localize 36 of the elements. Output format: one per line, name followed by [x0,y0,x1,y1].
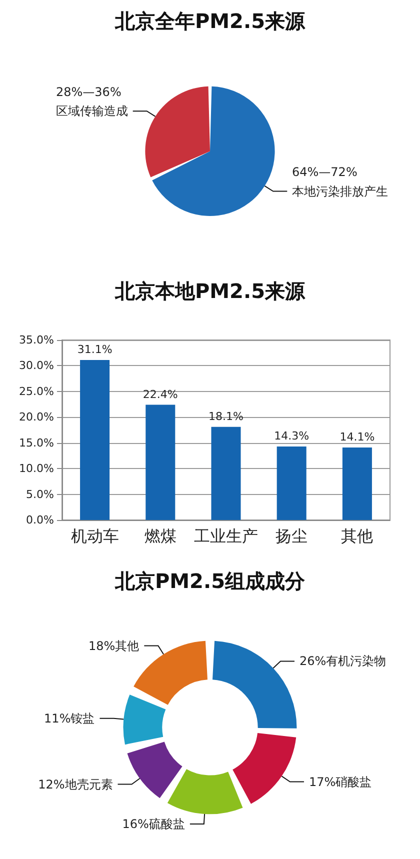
x-tick-label: 燃煤 [144,526,176,546]
data-label: 14.1% [340,430,375,444]
slice-label: 12%地壳元素 [38,777,113,792]
bar [80,360,110,520]
slice-label: 17%硝酸盐 [308,774,372,789]
slice-label: 18%其他 [88,638,140,653]
x-tick-label: 其他 [341,526,374,546]
bar [146,404,176,520]
y-tick-label: 20.0% [19,410,54,424]
y-tick-label: 0.0% [26,514,54,526]
x-tick-label: 扬尘 [276,526,308,546]
slice-label: 区域传输造成 [56,104,128,118]
data-label: 18.1% [208,410,244,423]
y-tick-label: 25.0% [19,384,54,398]
bar [276,446,306,520]
y-tick-label: 15.0% [19,436,54,450]
text: 64%—72% [292,165,358,179]
y-tick-label: 10.0% [19,462,54,476]
slice-label: 16%硫酸盐 [122,816,185,831]
chart-title: 北京全年PM2.5来源 [114,9,306,33]
x-tick-label: 工业生产 [194,526,258,546]
slice-label: 26%有机污染物 [300,654,386,668]
chart-title: 北京本地PM2.5来源 [114,279,306,303]
y-tick-label: 5.0% [26,488,54,501]
bar [211,426,241,520]
data-label: 14.3% [274,429,310,442]
y-tick-label: 30.0% [19,359,54,372]
slice-label: 本地污染排放产生 [292,184,388,198]
bar [342,447,372,520]
text: 28%—36% [56,85,122,99]
data-label: 31.1% [77,343,112,356]
data-label: 22.4% [142,388,178,401]
slice-label: 11%铵盐 [44,711,95,726]
x-tick-label: 机动车 [70,526,119,546]
y-tick-label: 35.0% [19,334,54,346]
chart-title: 北京PM2.5组成成分 [114,569,306,593]
